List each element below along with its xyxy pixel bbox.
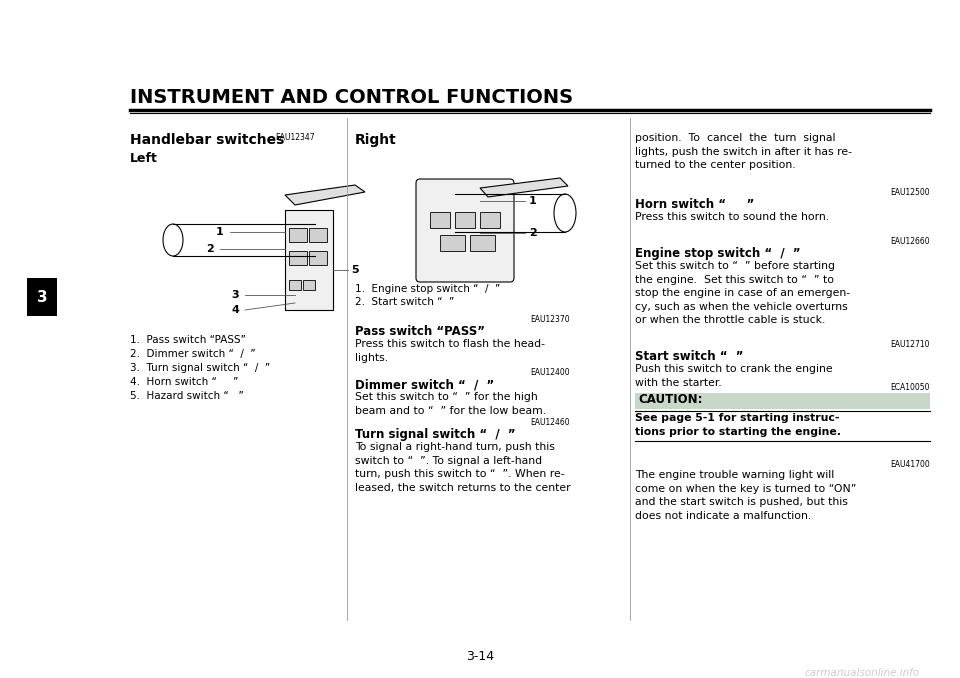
Text: 2: 2 [206,244,214,254]
Bar [289,251,307,265]
Text: Turn signal switch “  /  ”: Turn signal switch “ / ” [355,428,516,441]
Text: Press this switch to sound the horn.: Press this switch to sound the horn. [635,212,829,222]
Text: EAU12500: EAU12500 [890,188,930,197]
Bar [309,228,327,242]
Text: 2.  Start switch “  ”: 2. Start switch “ ” [355,297,454,307]
Text: EAU41700: EAU41700 [890,460,930,469]
Polygon shape [480,178,568,197]
Text: 4: 4 [231,305,239,315]
Text: Pass switch “PASS”: Pass switch “PASS” [355,325,485,338]
Text: 1: 1 [216,227,224,237]
Text: Horn switch “     ”: Horn switch “ ” [635,198,755,211]
Text: 3-14: 3-14 [466,650,494,663]
Text: Set this switch to “  ” for the high
beam and to “  ” for the low beam.: Set this switch to “ ” for the high beam… [355,392,546,416]
Polygon shape [285,185,365,205]
Text: 2: 2 [529,228,537,238]
Text: 2.  Dimmer switch “  /  ”: 2. Dimmer switch “ / ” [130,349,255,359]
Text: Set this switch to “  ” before starting
the engine.  Set this switch to “  ” to
: Set this switch to “ ” before starting t… [635,261,851,325]
Text: EAU12710: EAU12710 [891,340,930,349]
Text: EAU12347: EAU12347 [275,133,315,142]
Text: EAU12400: EAU12400 [530,368,570,377]
Text: 5.  Hazard switch “   ”: 5. Hazard switch “ ” [130,391,244,401]
Bar [455,212,475,228]
Bar [480,212,500,228]
Bar [309,251,327,265]
Bar [635,393,930,409]
Text: Engine stop switch “  /  ”: Engine stop switch “ / ” [635,247,801,260]
Bar [27,278,57,316]
FancyBboxPatch shape [416,179,514,282]
Text: EAU12370: EAU12370 [530,315,570,324]
Bar [430,212,450,228]
Text: 3.  Turn signal switch “  /  ”: 3. Turn signal switch “ / ” [130,363,270,373]
Text: CAUTION:: CAUTION: [638,393,703,406]
Text: See page 5-1 for starting instruc-
tions prior to starting the engine.: See page 5-1 for starting instruc- tions… [635,413,841,437]
Text: carmanualsonline.info: carmanualsonline.info [804,668,920,678]
Text: Press this switch to flash the head-
lights.: Press this switch to flash the head- lig… [355,339,545,363]
Text: EAU12460: EAU12460 [530,418,570,427]
Bar [285,210,333,310]
Text: 1.  Pass switch “PASS”: 1. Pass switch “PASS” [130,335,246,345]
Text: position.  To  cancel  the  turn  signal
lights, push the switch in after it has: position. To cancel the turn signal ligh… [635,133,852,170]
Text: 5: 5 [351,265,359,275]
Bar [303,280,315,290]
Text: 3: 3 [231,290,239,300]
Bar [440,235,465,251]
Text: Right: Right [355,133,396,147]
Text: Left: Left [130,152,157,165]
Text: INSTRUMENT AND CONTROL FUNCTIONS: INSTRUMENT AND CONTROL FUNCTIONS [130,88,573,107]
Bar [470,235,495,251]
Text: Push this switch to crank the engine
with the starter.: Push this switch to crank the engine wit… [635,364,832,388]
Text: To signal a right-hand turn, push this
switch to “  ”. To signal a left-hand
tur: To signal a right-hand turn, push this s… [355,442,570,493]
Text: Dimmer switch “  /  ”: Dimmer switch “ / ” [355,378,494,391]
Bar [289,280,301,290]
Text: Start switch “  ”: Start switch “ ” [635,350,743,363]
Text: 3: 3 [36,290,47,304]
Bar [289,228,307,242]
Text: EAU12660: EAU12660 [890,237,930,246]
Text: ECA10050: ECA10050 [891,383,930,392]
Text: 1: 1 [529,196,537,206]
Text: 4.  Horn switch “     ”: 4. Horn switch “ ” [130,377,238,387]
Text: 1.  Engine stop switch “  /  ”: 1. Engine stop switch “ / ” [355,284,500,294]
Text: Handlebar switches: Handlebar switches [130,133,284,147]
Text: The engine trouble warning light will
come on when the key is turned to “ON”
and: The engine trouble warning light will co… [635,470,856,521]
